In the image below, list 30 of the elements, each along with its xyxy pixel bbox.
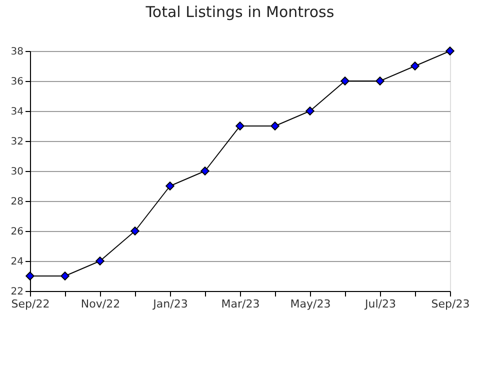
x-tick-label: Jan/23: [152, 298, 188, 310]
chart-title: Total Listings in Montross: [144, 3, 334, 22]
point: [446, 46, 454, 56]
point: [96, 256, 104, 266]
x-tick-label: Sep/23: [431, 298, 470, 310]
point: [376, 76, 384, 86]
y-tick-label: 34: [10, 106, 24, 118]
x-tick-label: May/23: [290, 298, 331, 310]
y-tick-label: 30: [10, 166, 24, 178]
point: [236, 122, 244, 130]
point: [340, 76, 350, 86]
y-tick-label: 36: [10, 76, 24, 88]
y-tick-label: 32: [10, 136, 24, 148]
point: [130, 226, 140, 236]
point: [166, 182, 174, 190]
point: [306, 106, 314, 116]
y-tick-label: 22: [10, 286, 24, 298]
point: [60, 272, 70, 280]
x-tick-label: Mar/23: [221, 298, 260, 310]
point: [26, 272, 34, 280]
point: [410, 62, 420, 70]
x-tick-label: Jul/23: [364, 298, 396, 310]
y-tick-label: 38: [10, 46, 24, 58]
x-tick-label: Sep/22: [11, 298, 50, 310]
x-tick-label: Nov/22: [80, 298, 120, 310]
point: [200, 166, 210, 176]
y-tick-label: 26: [10, 226, 24, 238]
y-tick-label: 24: [10, 256, 24, 268]
y-tick-label: 28: [10, 196, 24, 208]
point: [270, 122, 280, 130]
